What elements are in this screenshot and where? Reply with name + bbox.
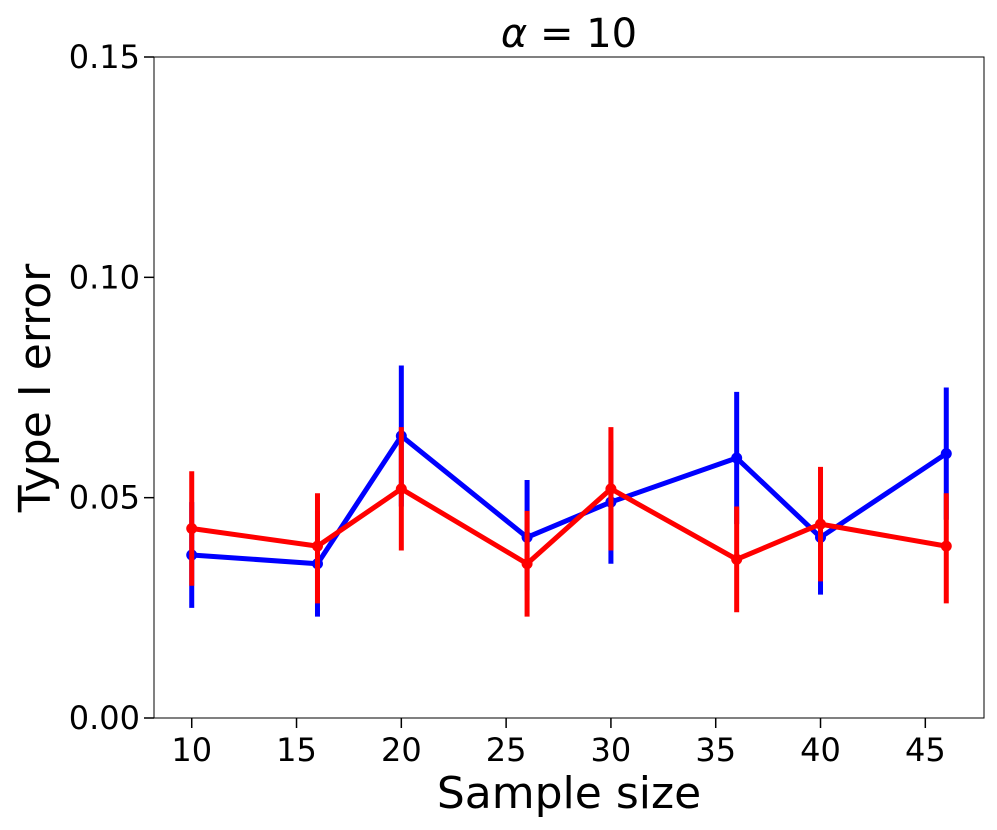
chart-title: α = 10 [501, 11, 637, 57]
chart-title-value: = 10 [527, 11, 637, 57]
data-point-red [521, 558, 533, 570]
x-tick-label: 10 [171, 731, 212, 769]
y-tick-label: 0.05 [69, 479, 140, 517]
data-point-red [940, 540, 952, 552]
data-point-blue [731, 452, 743, 464]
data-point-red [186, 523, 198, 535]
x-axis-title: Sample size [437, 768, 701, 819]
data-point-red [815, 518, 827, 530]
y-tick-label: 0.00 [69, 699, 140, 737]
x-tick-label: 25 [486, 731, 527, 769]
x-tick-label: 45 [905, 731, 946, 769]
y-tick-label: 0.10 [69, 258, 140, 296]
x-tick-label: 20 [381, 731, 422, 769]
plot-frame [153, 56, 985, 719]
y-tick-label: 0.15 [69, 38, 140, 76]
data-point-red [311, 540, 323, 552]
x-tick-label: 40 [800, 731, 841, 769]
series-red [186, 427, 952, 617]
y-axis-title: Type I error [10, 263, 61, 513]
x-tick-label: 35 [695, 731, 736, 769]
chart-title-symbol: α [501, 11, 527, 57]
data-point-red [395, 483, 407, 495]
data-point-red [605, 483, 617, 495]
series-line-blue [189, 433, 949, 567]
series-line-red [189, 486, 949, 567]
x-tick-label: 30 [591, 731, 632, 769]
x-tick-label: 15 [276, 731, 317, 769]
data-point-red [731, 553, 743, 565]
data-point-blue [940, 448, 952, 460]
series-blue [186, 365, 952, 617]
